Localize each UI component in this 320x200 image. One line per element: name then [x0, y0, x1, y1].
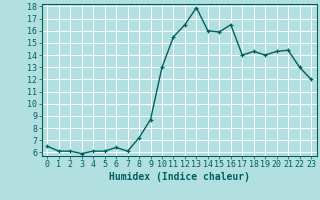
X-axis label: Humidex (Indice chaleur): Humidex (Indice chaleur) — [109, 172, 250, 182]
